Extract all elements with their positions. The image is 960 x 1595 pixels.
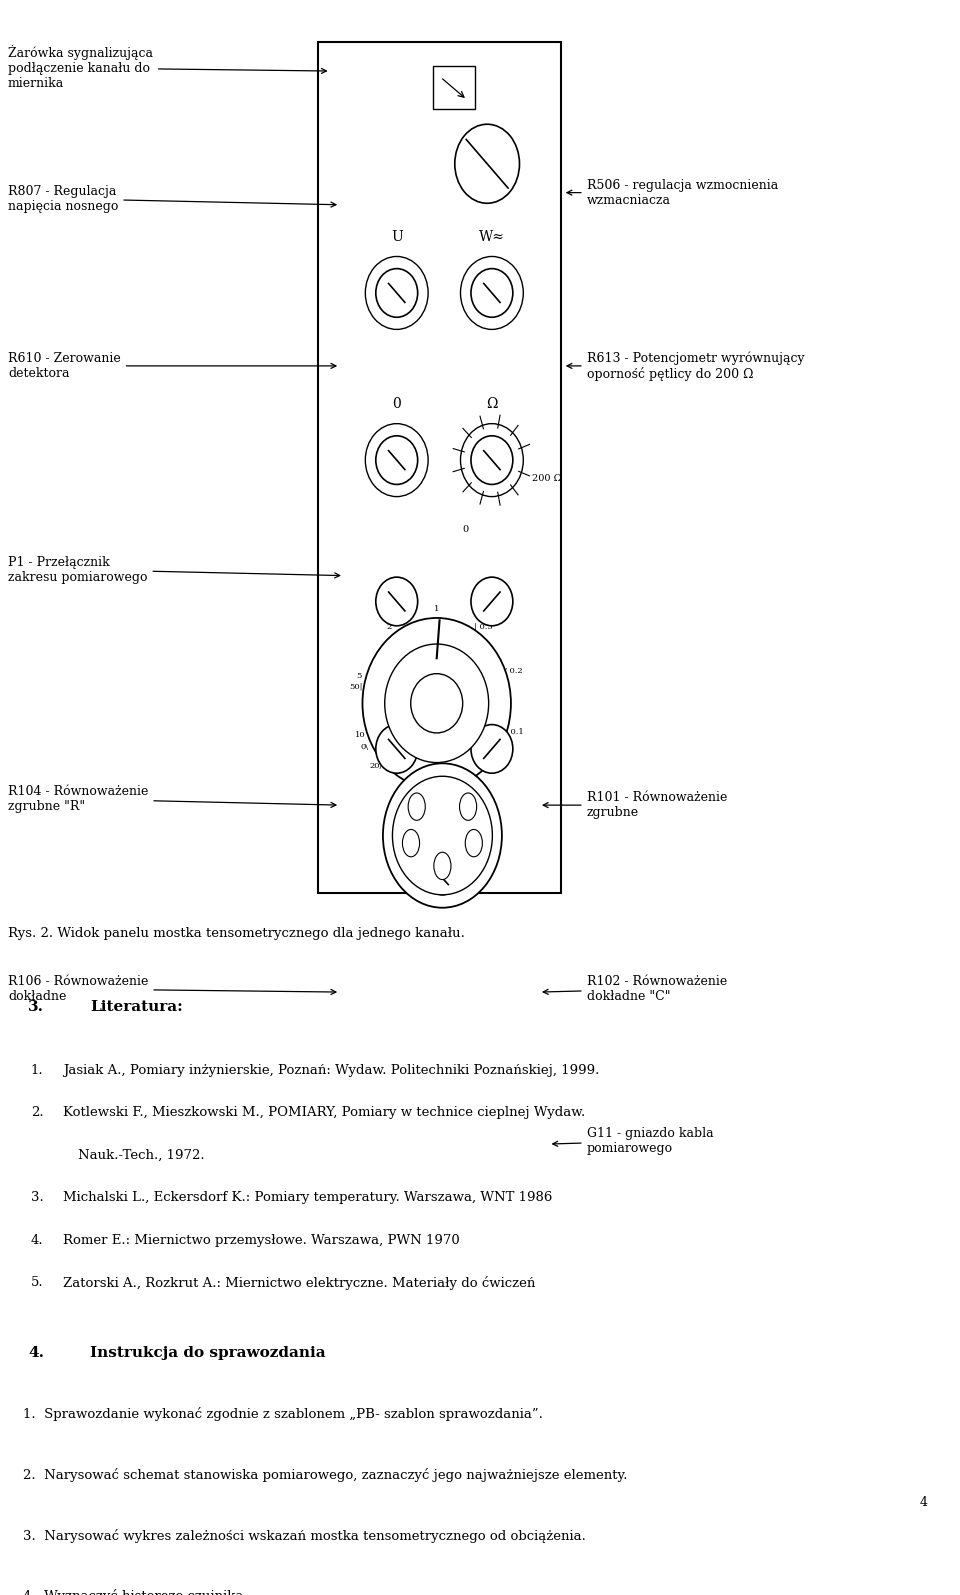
Text: o: o <box>435 805 439 813</box>
Text: Instrukcja do sprawozdania: Instrukcja do sprawozdania <box>90 1346 325 1361</box>
Text: W: W <box>407 788 416 796</box>
Text: 0: 0 <box>393 397 401 412</box>
Text: 1.  Sprawozdanie wykonać zgodnie z szablonem „PB- szablon sprawozdania”.: 1. Sprawozdanie wykonać zgodnie z szablo… <box>23 1407 543 1421</box>
Ellipse shape <box>366 424 428 496</box>
Text: 3.: 3. <box>28 1000 44 1014</box>
Circle shape <box>460 793 477 820</box>
Ellipse shape <box>471 435 513 485</box>
Text: 5: 5 <box>356 671 361 679</box>
Text: R104 - Równoważenie
zgrubne "R": R104 - Równoważenie zgrubne "R" <box>8 785 336 813</box>
Ellipse shape <box>363 617 511 788</box>
Ellipse shape <box>375 268 418 317</box>
Text: 0\: 0\ <box>361 743 369 751</box>
Text: 4.: 4. <box>28 1346 44 1361</box>
Ellipse shape <box>461 424 523 496</box>
Text: 10: 10 <box>354 732 366 740</box>
Text: 2: 2 <box>386 624 392 632</box>
Ellipse shape <box>471 577 513 625</box>
Text: Ω: Ω <box>486 397 497 412</box>
Text: Kotlewski F., Mieszkowski M., POMIARY, Pomiary w technice cieplnej Wydaw.: Kotlewski F., Mieszkowski M., POMIARY, P… <box>63 1105 586 1120</box>
Text: C: C <box>485 652 498 670</box>
Text: R807 - Regulacja
napięcia nosnego: R807 - Regulacja napięcia nosnego <box>8 185 336 212</box>
Text: Nauk.-Tech., 1972.: Nauk.-Tech., 1972. <box>79 1148 205 1161</box>
Text: %/: %/ <box>406 802 420 812</box>
Text: R: R <box>390 652 403 670</box>
Text: R506 - regulacja wzmocnienia
wzmacniacza: R506 - regulacja wzmocnienia wzmacniacza <box>567 179 778 207</box>
Ellipse shape <box>411 673 463 734</box>
Text: 5.: 5. <box>31 1276 43 1289</box>
Circle shape <box>466 829 482 857</box>
Text: R101 - Równoważenie
zgrubne: R101 - Równoważenie zgrubne <box>543 791 727 820</box>
Text: 2.  Narysować schemat stanowiska pomiarowego, zaznaczyć jego najważniejsze eleme: 2. Narysować schemat stanowiska pomiarow… <box>23 1467 628 1482</box>
Text: R102 - Równoważenie
dokładne "C": R102 - Równoważenie dokładne "C" <box>543 975 727 1003</box>
Text: Michalski L., Eckersdorf K.: Pomiary temperatury. Warszawa, WNT 1986: Michalski L., Eckersdorf K.: Pomiary tem… <box>63 1191 553 1204</box>
Text: 2.: 2. <box>31 1105 43 1120</box>
Circle shape <box>408 793 425 820</box>
Ellipse shape <box>471 268 513 317</box>
Text: R106 - Równoważenie
dokładne: R106 - Równoważenie dokładne <box>8 975 336 1003</box>
Text: Jasiak A., Pomiary inżynierskie, Poznań: Wydaw. Politechniki Poznańskiej, 1999.: Jasiak A., Pomiary inżynierskie, Poznań:… <box>63 1064 600 1077</box>
Text: Żarówka sygnalizująca
podłączenie kanału do
miernika: Żarówka sygnalizująca podłączenie kanału… <box>8 46 326 91</box>
Text: / 0.2: / 0.2 <box>504 667 523 675</box>
Bar <box>433 67 475 108</box>
Ellipse shape <box>366 257 428 330</box>
Ellipse shape <box>375 577 418 625</box>
Text: / 0.1: / 0.1 <box>505 729 524 737</box>
Text: R: R <box>439 788 449 802</box>
Text: Rys. 2. Widok panelu mostka tensometrycznego dla jednego kanału.: Rys. 2. Widok panelu mostka tensometrycz… <box>8 927 465 939</box>
Ellipse shape <box>455 124 519 203</box>
Text: 0: 0 <box>462 525 468 534</box>
Circle shape <box>434 852 451 879</box>
Ellipse shape <box>393 777 492 895</box>
Text: 3.  Narysować wykres zależności wskazań mostka tensometrycznego od obciążenia.: 3. Narysować wykres zależności wskazań m… <box>23 1528 586 1542</box>
Text: 1.: 1. <box>31 1064 43 1077</box>
Text: 3.: 3. <box>31 1191 43 1204</box>
Text: W≈: W≈ <box>479 230 505 244</box>
Text: 4.  Wyznaczyć histerezę czujnika.: 4. Wyznaczyć histerezę czujnika. <box>23 1589 248 1595</box>
Circle shape <box>402 829 420 857</box>
Ellipse shape <box>461 257 523 330</box>
Ellipse shape <box>385 644 489 762</box>
Text: R610 - Zerowanie
detektora: R610 - Zerowanie detektora <box>8 352 336 380</box>
Text: 4: 4 <box>920 1496 927 1509</box>
Ellipse shape <box>375 435 418 485</box>
Bar <box>318 41 561 893</box>
Text: 200 Ω: 200 Ω <box>532 474 562 483</box>
Ellipse shape <box>471 724 513 774</box>
Text: 4.: 4. <box>31 1233 43 1247</box>
Text: Zatorski A., Rozkrut A.: Miernictwo elektryczne. Materiały do ćwiczeń: Zatorski A., Rozkrut A.: Miernictwo elek… <box>63 1276 536 1290</box>
Text: | 0.5: | 0.5 <box>474 622 492 630</box>
Ellipse shape <box>427 861 458 895</box>
Text: P1 - Przełącznik
zakresu pomiarowego: P1 - Przełącznik zakresu pomiarowego <box>8 555 340 584</box>
Text: R613 - Potencjometr wyrównujący
oporność pętlicy do 200 Ω: R613 - Potencjometr wyrównujący oporność… <box>567 351 804 381</box>
Text: Dokładne: Dokładne <box>418 687 471 699</box>
Text: 50|: 50| <box>349 683 363 691</box>
Text: ‰: ‰ <box>419 820 432 829</box>
Text: 1: 1 <box>434 606 440 614</box>
Ellipse shape <box>383 764 502 908</box>
Ellipse shape <box>375 724 418 774</box>
Text: G11 - gniazdo kabla
pomiarowego: G11 - gniazdo kabla pomiarowego <box>553 1128 713 1155</box>
Text: U: U <box>391 230 402 244</box>
Text: o: o <box>427 799 431 807</box>
Text: ΔR: ΔR <box>437 817 453 828</box>
Text: Literatura:: Literatura: <box>90 1000 182 1014</box>
Text: Romer E.: Miernictwo przemysłowe. Warszawa, PWN 1970: Romer E.: Miernictwo przemysłowe. Warsza… <box>63 1233 460 1247</box>
Text: 20/: 20/ <box>370 762 383 770</box>
